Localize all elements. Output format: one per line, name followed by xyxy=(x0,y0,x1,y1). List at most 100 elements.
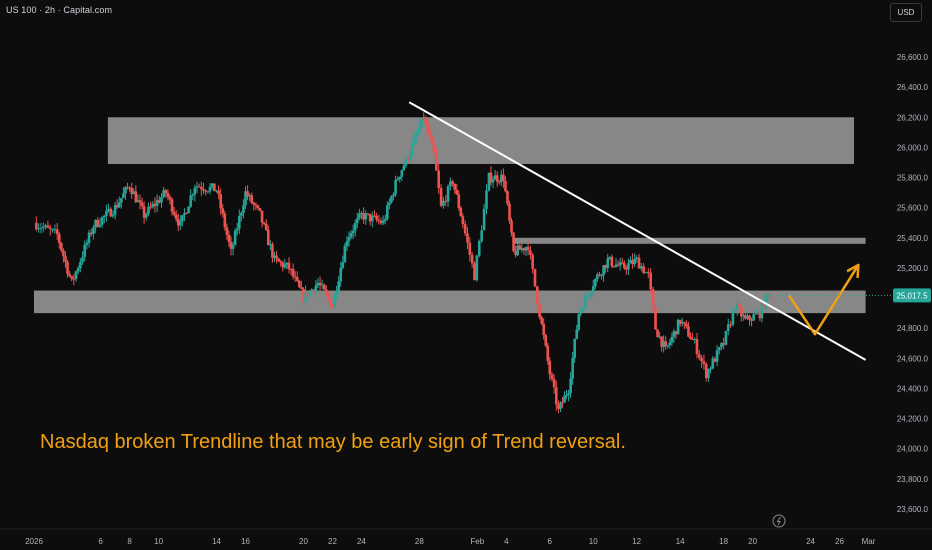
candle-body xyxy=(390,196,393,203)
candle-body xyxy=(752,314,755,321)
candle-body xyxy=(489,172,493,183)
candle-body xyxy=(508,203,511,221)
candle-body xyxy=(680,322,684,324)
candle-body xyxy=(151,203,155,208)
candle-body xyxy=(581,309,585,311)
candle-body xyxy=(608,256,612,259)
candle-body xyxy=(219,194,222,209)
time-tick-label: 24 xyxy=(357,537,366,546)
candle-body xyxy=(711,358,715,369)
candle-body xyxy=(404,156,408,166)
candle-body xyxy=(707,369,710,379)
candle-body xyxy=(120,198,123,203)
candle-body xyxy=(742,315,745,317)
candle-body xyxy=(111,214,115,217)
candle-body xyxy=(518,245,522,250)
price-tick-label: 24,800.0 xyxy=(897,324,929,333)
candle-body xyxy=(185,213,188,215)
candle-body xyxy=(76,268,80,272)
candle-body xyxy=(424,119,428,123)
candle-body xyxy=(364,213,368,220)
candle-body xyxy=(324,289,328,294)
candle-body xyxy=(406,156,410,161)
candle-body xyxy=(300,287,303,290)
candle-body xyxy=(583,297,587,310)
time-axis[interactable]: 2026 6 8 10 14 16 20 22 24 28 Feb 4 6 10 12 14 18 20 24 26 M… xyxy=(0,514,932,546)
time-tick-label: 4 xyxy=(504,537,509,546)
candle-body xyxy=(668,342,672,346)
candle-body xyxy=(461,216,465,225)
symbol-label: US 100 · 2h · Capital.com xyxy=(6,5,113,15)
candle-body xyxy=(302,289,305,303)
candle-body xyxy=(468,242,472,255)
candle-body xyxy=(733,309,737,311)
candle-body xyxy=(693,338,696,340)
candle-body xyxy=(195,186,199,188)
candle-body xyxy=(531,254,534,269)
candle-body xyxy=(320,284,324,286)
candle-body xyxy=(480,230,483,242)
candle-body xyxy=(72,278,76,280)
candle-body xyxy=(616,264,620,266)
candle-body xyxy=(744,315,747,319)
candle-body xyxy=(55,229,59,234)
candle-body xyxy=(74,271,78,279)
candle-body xyxy=(722,343,725,345)
candle-body xyxy=(316,282,320,286)
candle-body xyxy=(392,194,395,197)
candle-body xyxy=(598,274,601,276)
candle-body xyxy=(533,268,537,287)
candle-body xyxy=(306,292,309,297)
candle-body xyxy=(477,241,481,256)
candle-body xyxy=(341,262,345,268)
lightning-icon[interactable] xyxy=(772,514,786,528)
candle-body xyxy=(279,261,283,263)
candle-body xyxy=(285,262,289,265)
candle-body xyxy=(764,294,768,309)
candle-body xyxy=(46,225,50,228)
price-tick-label: 25,800.0 xyxy=(897,174,929,183)
candle-body xyxy=(295,276,299,281)
candle-body xyxy=(422,118,426,120)
candle-body xyxy=(567,393,570,396)
candle-body xyxy=(748,315,751,320)
candle-body xyxy=(413,137,416,145)
price-axis[interactable]: 26,600.0 26,400.0 26,200.0 26,000.0 25,800.0… xyxy=(893,53,931,514)
candle-body xyxy=(614,264,618,267)
candle-body xyxy=(762,303,766,309)
candle-body xyxy=(271,244,274,258)
candle-body xyxy=(642,266,645,274)
candle-body xyxy=(158,200,161,203)
candle-body xyxy=(497,181,501,183)
candle-body xyxy=(291,269,295,277)
candle-body xyxy=(610,256,614,267)
candle-body xyxy=(281,262,285,268)
candle-body xyxy=(225,227,229,235)
candle-body xyxy=(381,220,385,224)
last-price-badge xyxy=(893,288,931,303)
candle-body xyxy=(254,204,258,206)
candle-body xyxy=(594,279,597,287)
candle-body xyxy=(304,292,307,303)
candle-body xyxy=(538,303,541,318)
candle-body xyxy=(602,265,605,276)
candle-body xyxy=(524,247,528,251)
candle-body xyxy=(353,223,357,231)
candle-body xyxy=(685,323,688,327)
candle-body xyxy=(453,183,457,190)
candle-body xyxy=(735,304,739,310)
time-tick-label: 6 xyxy=(548,537,553,546)
candle-body xyxy=(105,210,108,216)
candle-body xyxy=(651,289,655,308)
candle-body xyxy=(577,314,581,330)
candle-body xyxy=(179,221,182,226)
candle-body xyxy=(729,324,732,326)
candle-body xyxy=(439,187,443,206)
candle-body xyxy=(383,218,387,221)
currency-button[interactable]: USD xyxy=(890,3,922,22)
candle-body xyxy=(662,341,665,347)
candle-body xyxy=(41,227,45,229)
candle-body xyxy=(235,228,239,231)
candle-body xyxy=(293,276,297,278)
